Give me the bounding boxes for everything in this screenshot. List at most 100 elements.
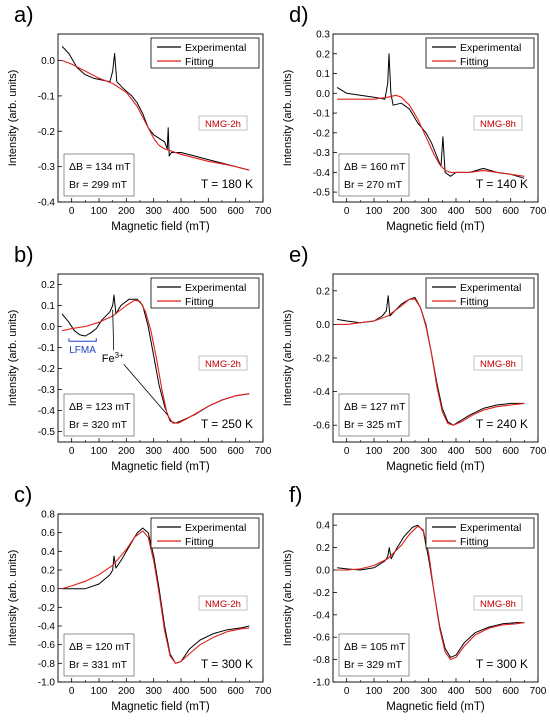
sample-label-box (473, 115, 523, 131)
x-tick-label: 0 (69, 686, 75, 697)
x-tick-label: 0 (344, 686, 350, 697)
fit-parameters: ΔB = 120 mT Br = 331 mT (63, 633, 135, 677)
b-r-label: Br = 329 mT (344, 659, 403, 671)
y-axis-label: Intensity (arb. units) (7, 550, 19, 647)
x-tick-label: 100 (91, 206, 108, 217)
x-tick-label: 700 (530, 446, 547, 457)
series-line-fitting (337, 298, 525, 426)
chart-panel-4: e) 0 100 200 300 400 500 600 700 -0.6 -0.4 -0.2 0.0 0… (275, 240, 550, 480)
series-line-fitting (337, 94, 525, 177)
y-tick-label: 0.6 (41, 528, 55, 539)
x-tick-label: 200 (118, 206, 135, 217)
fe3-arrow-1 (112, 309, 115, 351)
x-axis-label: Magnetic field (mT) (111, 461, 210, 473)
x-tick-label: 100 (366, 446, 383, 457)
sample-label-text: NMG-8h (480, 119, 516, 130)
x-tick-label: 300 (420, 446, 437, 457)
chart-panel-3: b) 0 100 200 300 400 500 600 700 -0.5 -0.4 -0.3 -0.2… (0, 240, 275, 480)
y-tick-label: -0.2 (38, 127, 56, 138)
y-axis-label: Intensity (arb. units) (7, 310, 19, 407)
legend: Experimental Fitting (425, 277, 535, 309)
x-tick-label: 600 (227, 686, 244, 697)
fit-parameters: ΔB = 127 mT Br = 325 mT (338, 393, 410, 437)
sample-label-box (473, 355, 523, 371)
sample-label-text: NMG-8h (480, 599, 516, 610)
y-tick-label: 0.2 (41, 280, 55, 291)
x-tick-label: 400 (448, 686, 465, 697)
x-tick-label: 400 (173, 446, 190, 457)
legend: Experimental Fitting (425, 517, 535, 549)
x-tick-label: 200 (118, 446, 135, 457)
legend-label-fitting: Fitting (460, 56, 489, 68)
sample-label-text: NMG-2h (205, 359, 241, 370)
plot-frame (57, 33, 264, 203)
sample-label: NMG-8h (473, 115, 523, 131)
panel-letter: b) (14, 242, 34, 267)
sample-label-text: NMG-8h (480, 359, 516, 370)
delta-b-label: ΔB = 127 mT (344, 401, 406, 413)
x-tick-label: 400 (448, 206, 465, 217)
y-tick-label: -0.3 (313, 148, 331, 159)
x-tick-label: 700 (255, 446, 272, 457)
series-line-fitting (337, 525, 525, 661)
delta-b-label: ΔB = 160 mT (344, 161, 406, 173)
y-axis-label: Intensity (arb. units) (282, 550, 294, 647)
y-tick-label: 0.2 (41, 566, 55, 577)
sample-label-text: NMG-2h (205, 599, 241, 610)
legend: Experimental Fitting (150, 37, 260, 69)
x-tick-label: 400 (173, 206, 190, 217)
legend: Experimental Fitting (425, 37, 535, 69)
y-tick-label: -0.8 (313, 655, 331, 666)
plot-frame (57, 513, 264, 683)
y-tick-label: 0.0 (316, 89, 330, 100)
chart-svg: 0 100 200 300 400 500 600 700 -0.4 -0.3 -0.2 -0.1 0.… (7, 33, 272, 233)
delta-b-label: ΔB = 123 mT (69, 401, 131, 413)
y-tick-label: -0.4 (313, 387, 331, 398)
temperature-label: T = 300 K (201, 657, 253, 671)
params-box (338, 393, 410, 437)
series-line-fitting (61, 59, 250, 171)
y-tick-label: 0.0 (41, 322, 55, 333)
panel-letter: c) (14, 482, 33, 507)
x-tick-label: 300 (145, 206, 162, 217)
b-r-label: Br = 270 mT (344, 179, 403, 191)
sample-label-box (473, 595, 523, 611)
y-tick-label: -0.1 (38, 343, 56, 354)
plot-frame (332, 33, 539, 203)
legend-box (150, 517, 260, 549)
x-tick-label: 700 (255, 686, 272, 697)
fit-parameters: ΔB = 134 mT Br = 299 mT (63, 153, 135, 197)
legend-label-experimental: Experimental (185, 42, 246, 54)
b-r-label: Br = 325 mT (344, 419, 403, 431)
legend-label-fitting: Fitting (460, 296, 489, 308)
y-axis-label: Intensity (arb. units) (282, 70, 294, 167)
y-tick-label: -0.3 (38, 385, 56, 396)
temperature-label: T = 240 K (476, 417, 528, 431)
sample-label: NMG-8h (473, 355, 523, 371)
x-tick-label: 500 (475, 446, 492, 457)
y-tick-label: 0.0 (316, 566, 330, 577)
y-tick-label: -0.2 (313, 588, 331, 599)
y-tick-label: 0.1 (316, 69, 330, 80)
y-tick-label: 0.0 (316, 320, 330, 331)
sample-label: NMG-8h (473, 595, 523, 611)
sample-label: NMG-2h (198, 355, 248, 371)
x-tick-label: 700 (530, 206, 547, 217)
y-tick-label: -0.4 (38, 406, 56, 417)
x-tick-label: 200 (393, 206, 410, 217)
panel-letter: f) (289, 482, 303, 507)
y-axis-label: Intensity (arb. units) (282, 310, 294, 407)
temperature-label: T = 300 K (476, 657, 528, 671)
x-tick-label: 200 (118, 686, 135, 697)
chart-panel-2: d) 0 100 200 300 400 500 600 700 -0.5 -0.4 -0.3 -0.2… (275, 0, 550, 240)
y-tick-label: 0.2 (316, 49, 330, 60)
plot-frame (332, 513, 539, 683)
y-tick-label: -0.4 (38, 622, 56, 633)
delta-b-label: ΔB = 120 mT (69, 641, 131, 653)
fit-parameters: ΔB = 123 mT Br = 320 mT (63, 393, 135, 437)
y-tick-label: -0.1 (38, 91, 56, 102)
x-tick-label: 600 (227, 446, 244, 457)
x-tick-label: 0 (69, 446, 75, 457)
sample-label: NMG-2h (198, 595, 248, 611)
chart-panel-6: f) 0 100 200 300 400 500 600 700 -1.0 -0.8 -0.6 -0.4… (275, 480, 550, 720)
